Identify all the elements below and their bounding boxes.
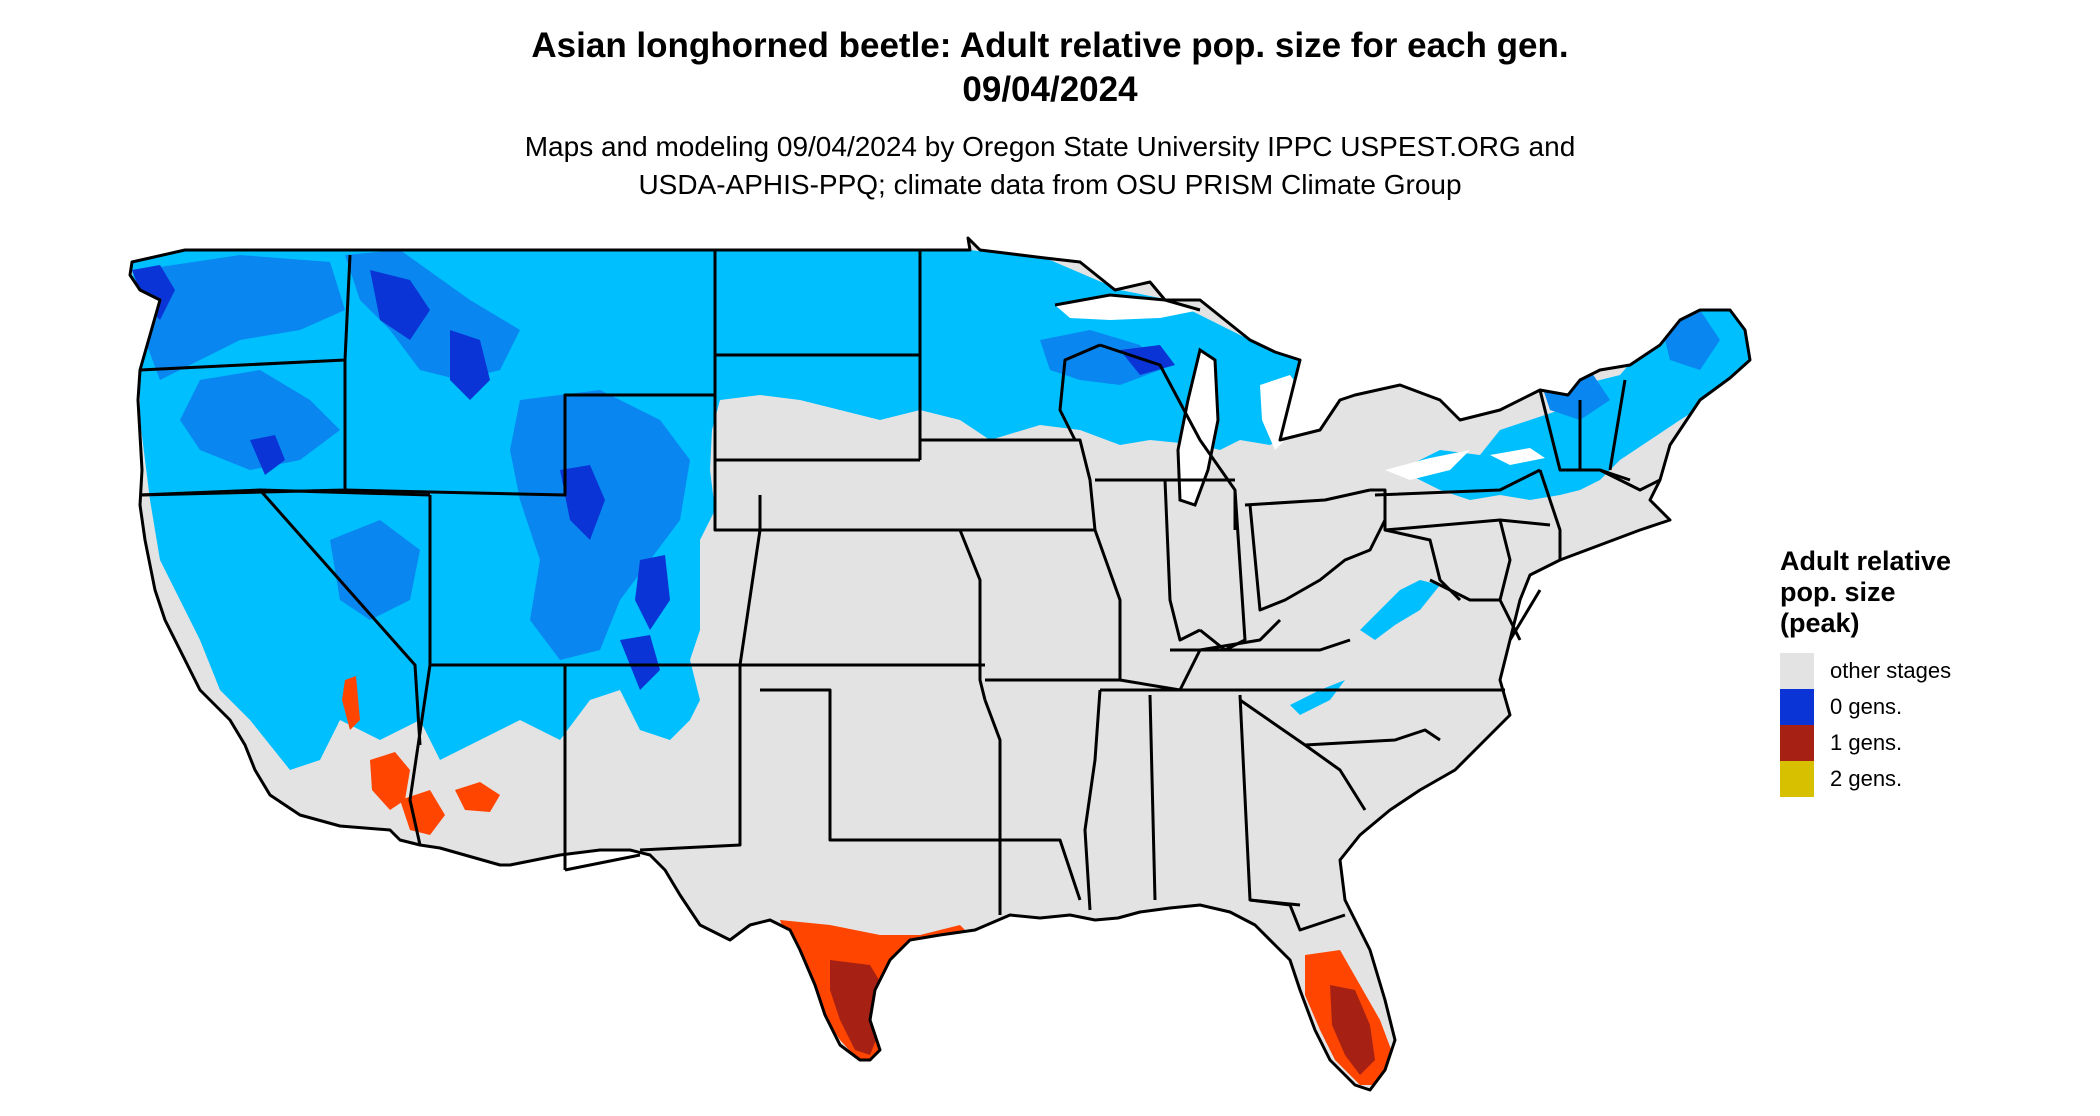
one-gen-texas-coast-dark <box>830 960 885 1055</box>
legend-title-line-3: (peak) <box>1780 608 1860 638</box>
legend-item-1-gens: 1 gens. <box>1780 725 2000 761</box>
us-outline <box>128 236 1752 1092</box>
legend-label-1-gens: 1 gens. <box>1830 730 1903 755</box>
legend-title: Adult relative pop. size (peak) <box>1780 546 2000 639</box>
title-line-1: Asian longhorned beetle: Adult relative … <box>531 26 1569 65</box>
zero-gen-region-appalachia <box>1360 580 1440 640</box>
subtitle-line-2: USDA-APHIS-PPQ; climate data from OSU PR… <box>638 169 1462 200</box>
legend-item-0-gens: 0 gens. <box>1780 689 2000 725</box>
legend-swatch-2-gens <box>1780 761 1814 797</box>
title-line-2: 09/04/2024 <box>962 70 1138 109</box>
legend-label-2-gens: 2 gens. <box>1830 766 1903 791</box>
legend-title-line-1: Adult relative <box>1780 546 1952 576</box>
legend-label-other-stages: other stages <box>1830 658 1952 683</box>
map-legend: Adult relative pop. size (peak) other st… <box>1780 546 2000 797</box>
map-subtitle: Maps and modeling 09/04/2024 by Oregon S… <box>0 128 2100 204</box>
legend-item-other-stages: other stages <box>1780 653 2000 689</box>
legend-swatch-0-gens <box>1780 689 1814 725</box>
zero-gen-dark-patches <box>132 265 1175 690</box>
legend-swatch-other-stages <box>1780 653 1814 689</box>
legend-item-2-gens: 2 gens. <box>1780 761 2000 797</box>
lake-outlines <box>1054 293 1220 507</box>
legend-swatch-1-gens <box>1780 725 1814 761</box>
one-gen-florida-dark <box>1330 985 1375 1075</box>
subtitle-line-1: Maps and modeling 09/04/2024 by Oregon S… <box>524 131 1576 162</box>
map-title: Asian longhorned beetle: Adult relative … <box>0 24 2100 112</box>
legend-title-line-2: pop. size <box>1780 577 1896 607</box>
zero-gen-mid-patches <box>140 250 1720 660</box>
great-lakes <box>1055 295 1545 505</box>
legend-label-0-gens: 0 gens. <box>1830 694 1903 719</box>
state-boundaries <box>128 236 1752 1092</box>
one-gen-southwest <box>342 676 500 835</box>
